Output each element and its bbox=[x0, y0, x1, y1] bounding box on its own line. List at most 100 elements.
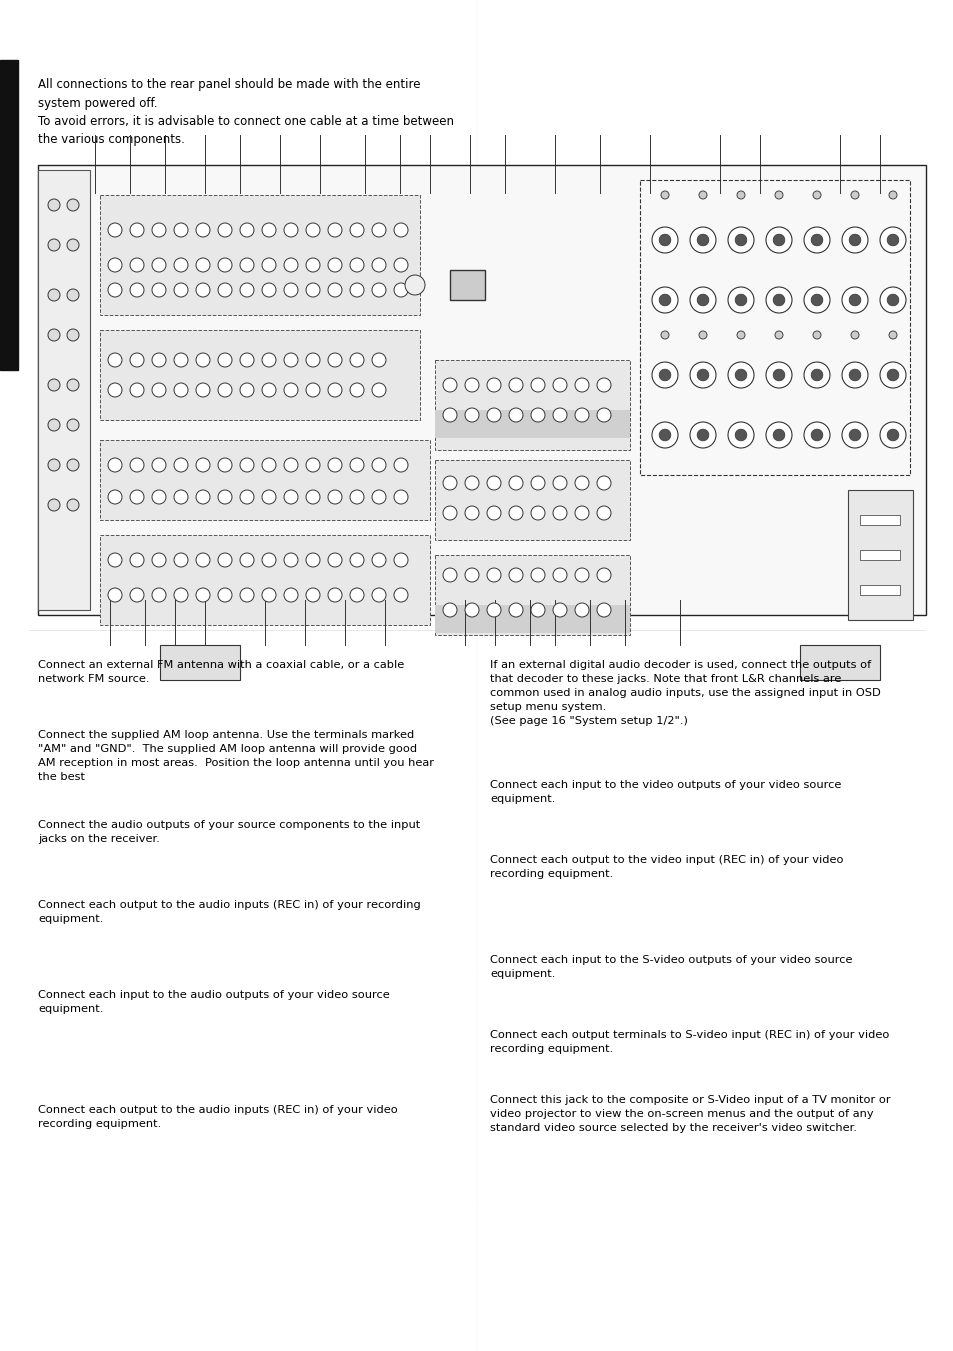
Circle shape bbox=[240, 382, 253, 397]
Circle shape bbox=[350, 282, 364, 297]
Circle shape bbox=[262, 353, 275, 367]
Circle shape bbox=[531, 408, 544, 422]
Circle shape bbox=[284, 282, 297, 297]
Circle shape bbox=[879, 227, 905, 253]
Circle shape bbox=[372, 282, 386, 297]
Circle shape bbox=[306, 282, 319, 297]
Circle shape bbox=[195, 588, 210, 603]
Circle shape bbox=[48, 419, 60, 431]
Bar bbox=[435, 605, 629, 634]
Circle shape bbox=[660, 190, 668, 199]
Circle shape bbox=[735, 369, 746, 381]
Circle shape bbox=[394, 458, 408, 471]
Circle shape bbox=[848, 234, 860, 246]
Circle shape bbox=[152, 282, 166, 297]
Circle shape bbox=[372, 258, 386, 272]
Circle shape bbox=[575, 408, 588, 422]
Circle shape bbox=[262, 282, 275, 297]
Bar bbox=[435, 359, 629, 450]
Circle shape bbox=[888, 331, 896, 339]
Circle shape bbox=[553, 507, 566, 520]
Circle shape bbox=[262, 553, 275, 567]
Circle shape bbox=[328, 490, 341, 504]
Bar bbox=[100, 535, 430, 626]
Circle shape bbox=[67, 380, 79, 390]
Circle shape bbox=[486, 476, 500, 490]
Circle shape bbox=[240, 588, 253, 603]
Circle shape bbox=[306, 223, 319, 236]
Circle shape bbox=[328, 353, 341, 367]
Circle shape bbox=[350, 382, 364, 397]
Circle shape bbox=[575, 378, 588, 392]
Circle shape bbox=[464, 603, 478, 617]
Text: If an external digital audio decoder is used, connect the outputs of
that decode: If an external digital audio decoder is … bbox=[490, 661, 880, 725]
Bar bbox=[639, 180, 909, 476]
Circle shape bbox=[195, 458, 210, 471]
Circle shape bbox=[306, 258, 319, 272]
Circle shape bbox=[108, 458, 122, 471]
Circle shape bbox=[774, 190, 782, 199]
Circle shape bbox=[879, 286, 905, 313]
Circle shape bbox=[509, 507, 522, 520]
Circle shape bbox=[841, 286, 867, 313]
Circle shape bbox=[735, 430, 746, 440]
Circle shape bbox=[48, 459, 60, 471]
Circle shape bbox=[464, 408, 478, 422]
Circle shape bbox=[659, 295, 670, 305]
Circle shape bbox=[765, 286, 791, 313]
Circle shape bbox=[284, 382, 297, 397]
Circle shape bbox=[727, 422, 753, 449]
Circle shape bbox=[442, 507, 456, 520]
Circle shape bbox=[699, 190, 706, 199]
Circle shape bbox=[509, 378, 522, 392]
Text: Connect each output terminals to S-video input (REC in) of your video
recording : Connect each output terminals to S-video… bbox=[490, 1029, 888, 1054]
Circle shape bbox=[262, 490, 275, 504]
Circle shape bbox=[306, 353, 319, 367]
Circle shape bbox=[173, 382, 188, 397]
Circle shape bbox=[218, 258, 232, 272]
Circle shape bbox=[575, 507, 588, 520]
Circle shape bbox=[772, 430, 784, 440]
Circle shape bbox=[328, 223, 341, 236]
Bar bbox=[450, 270, 484, 300]
Circle shape bbox=[67, 199, 79, 211]
Circle shape bbox=[735, 234, 746, 246]
Circle shape bbox=[67, 459, 79, 471]
Circle shape bbox=[689, 286, 716, 313]
Text: Connect each output to the video input (REC in) of your video
recording equipmen: Connect each output to the video input (… bbox=[490, 855, 842, 880]
Circle shape bbox=[575, 476, 588, 490]
Circle shape bbox=[284, 588, 297, 603]
Circle shape bbox=[765, 362, 791, 388]
Circle shape bbox=[442, 567, 456, 582]
Bar bbox=[435, 555, 629, 635]
Circle shape bbox=[848, 295, 860, 305]
Circle shape bbox=[218, 588, 232, 603]
Bar bbox=[0, 59, 18, 370]
Circle shape bbox=[509, 567, 522, 582]
Bar bbox=[100, 330, 419, 420]
Circle shape bbox=[306, 458, 319, 471]
Circle shape bbox=[130, 588, 144, 603]
Circle shape bbox=[152, 382, 166, 397]
Circle shape bbox=[810, 234, 822, 246]
Circle shape bbox=[262, 382, 275, 397]
Circle shape bbox=[67, 289, 79, 301]
Circle shape bbox=[442, 408, 456, 422]
Circle shape bbox=[240, 458, 253, 471]
Circle shape bbox=[328, 588, 341, 603]
Circle shape bbox=[67, 330, 79, 340]
Circle shape bbox=[262, 223, 275, 236]
Circle shape bbox=[464, 567, 478, 582]
Circle shape bbox=[486, 507, 500, 520]
Circle shape bbox=[48, 289, 60, 301]
Circle shape bbox=[130, 353, 144, 367]
Circle shape bbox=[195, 282, 210, 297]
Circle shape bbox=[48, 380, 60, 390]
Circle shape bbox=[772, 369, 784, 381]
Circle shape bbox=[284, 353, 297, 367]
Circle shape bbox=[394, 490, 408, 504]
Circle shape bbox=[689, 422, 716, 449]
Bar bbox=[100, 195, 419, 315]
Circle shape bbox=[108, 490, 122, 504]
Circle shape bbox=[597, 378, 610, 392]
